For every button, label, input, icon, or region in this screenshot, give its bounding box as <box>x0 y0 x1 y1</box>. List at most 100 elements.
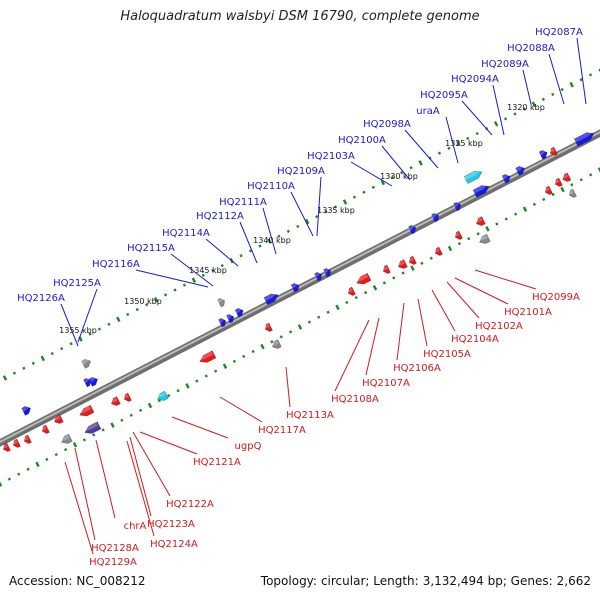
upper-track-dot <box>400 171 404 175</box>
lower-track-dot <box>542 197 546 202</box>
lower-track-dot <box>551 192 555 197</box>
upper-track-dot <box>324 210 328 214</box>
lower-track-dot <box>392 276 396 280</box>
forward-gene-arrow <box>501 174 511 184</box>
upper-track-dot <box>286 229 290 233</box>
kbp-tick-label: 1325 kbp <box>445 139 483 148</box>
forward-gene-arrow <box>225 314 235 324</box>
kbp-tick-label: 1350 kbp <box>124 297 162 306</box>
forward-gene-arrow <box>82 378 92 388</box>
lower-track-dot <box>195 379 199 383</box>
reverse-gene-arrow <box>396 259 408 269</box>
upper-track-dot <box>2 375 8 381</box>
forward-gene-arrow <box>573 132 595 147</box>
lower-track-dot <box>522 206 528 213</box>
reverse-gene-label: HQ2113A <box>286 410 334 421</box>
upper-track-dot <box>466 136 470 141</box>
genes-value: 2,662 <box>556 574 591 588</box>
upper-track-dot <box>333 205 338 209</box>
lower-track-dot <box>364 291 368 295</box>
forward-gene-label: HQ2109A <box>277 166 325 177</box>
lower-track-dot <box>447 245 453 252</box>
forward-label-leader <box>135 269 209 288</box>
upper-track-dot <box>239 254 243 258</box>
reverse-gene-label: HQ2105A <box>423 349 471 360</box>
lower-track-dot <box>345 300 349 305</box>
lower-track-dot <box>45 457 49 462</box>
gene-labels: HQ2087A HQ2088A HQ2089A HQ2094A HQ2095A uraA H… <box>17 27 587 568</box>
upper-track-dot <box>380 179 385 186</box>
lower-track-dot <box>270 340 274 344</box>
reverse-gene-arrow <box>22 434 32 444</box>
upper-track-dot <box>40 355 45 362</box>
forward-gene-arrow <box>216 298 226 308</box>
reverse-gene-arrow <box>1 442 11 452</box>
reverse-gene-label: HQ2107A <box>362 378 410 389</box>
lower-track-dot <box>26 467 30 471</box>
reverse-gene-label: HQ2102A <box>475 321 523 332</box>
forward-gene-arrow <box>463 170 483 185</box>
lower-track-dot <box>7 477 11 481</box>
reverse-label-leader <box>64 461 94 555</box>
reverse-gene-arrow <box>433 246 443 256</box>
forward-label-leader <box>239 221 258 264</box>
forward-gene-arrow <box>263 293 279 306</box>
genes-label: Genes: <box>510 574 553 588</box>
lower-track-dot <box>307 320 311 324</box>
lower-track-dot <box>532 202 536 206</box>
forward-gene-label: HQ2089A <box>481 59 529 70</box>
forward-gene-arrow <box>80 359 91 369</box>
forward-gene-label: HQ2095A <box>420 90 468 101</box>
accession-value: NC_008212 <box>76 574 146 588</box>
lower-track-dot <box>589 173 593 177</box>
position-dot-tracks <box>0 68 600 487</box>
lower-track-dot <box>410 265 415 271</box>
lower-track-dot <box>420 261 424 265</box>
upper-track-dot <box>258 244 262 248</box>
forward-gene-arrow <box>322 268 332 278</box>
reverse-label-leader <box>417 298 428 347</box>
reverse-gene-label: chrA <box>124 521 147 532</box>
forward-label-leader <box>548 53 565 105</box>
reverse-label-leader <box>139 431 198 455</box>
upper-track-dot <box>22 366 26 370</box>
upper-track-dot <box>342 199 348 205</box>
reverse-label-leader <box>132 431 171 497</box>
reverse-gene-arrow <box>52 414 64 424</box>
figure-title: Haloquadratum walsbyi DSM 16790, complet… <box>120 9 480 24</box>
lower-track-dot <box>317 315 321 319</box>
reverse-label-leader <box>446 281 480 319</box>
upper-track-dot <box>551 92 555 97</box>
reverse-label-leader <box>334 319 370 392</box>
reverse-label-leader <box>396 302 405 361</box>
upper-track-dot <box>362 190 366 194</box>
lower-track-dot <box>64 448 68 452</box>
lower-track-dot <box>289 330 293 334</box>
upper-track-dot <box>475 131 479 136</box>
lower-track-dot <box>101 428 105 432</box>
lower-track-dot <box>176 389 180 393</box>
forward-gene-label: HQ2111A <box>219 197 267 208</box>
lower-track-dot <box>139 408 143 413</box>
forward-gene-arrow <box>290 283 300 293</box>
upper-track-dot <box>163 293 168 297</box>
forward-gene-arrow <box>313 272 323 282</box>
reverse-gene-label: ugpQ <box>235 441 262 452</box>
upper-track-dot <box>60 347 64 351</box>
upper-track-dot <box>145 303 149 307</box>
forward-label-leader <box>576 37 587 105</box>
forward-gene-label: HQ2125A <box>53 278 101 289</box>
lower-track-dot <box>147 402 153 409</box>
upper-track-dot <box>588 73 593 77</box>
forward-gene-arrow <box>217 318 227 328</box>
upper-track-dot <box>153 297 159 303</box>
topology-label: Topology: <box>260 574 317 588</box>
forward-gene-label: HQ2103A <box>307 151 355 162</box>
forward-label-leader <box>316 176 322 237</box>
gene-features <box>1 132 595 452</box>
kbp-tick-label: 1345 kbp <box>189 266 227 275</box>
lower-track-dot <box>495 222 499 226</box>
lower-track-dot <box>204 374 208 378</box>
